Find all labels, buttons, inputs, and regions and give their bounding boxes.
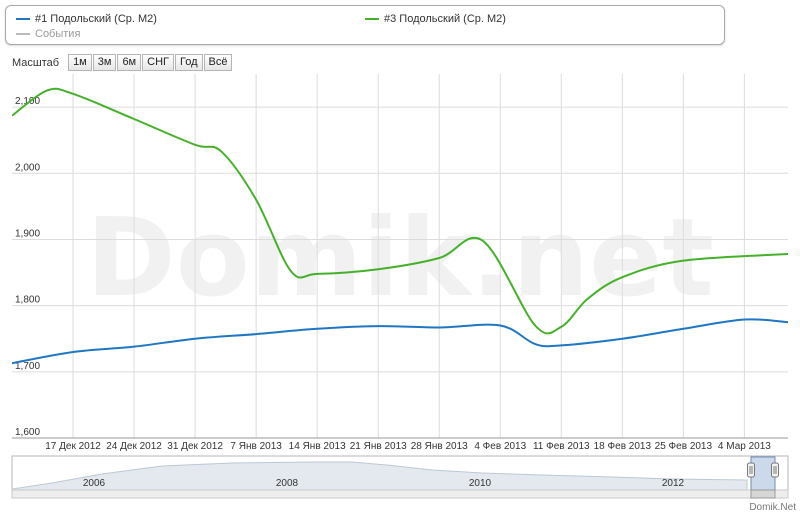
legend-label-events: События — [35, 28, 81, 40]
x-tick-label: 4 Мар 2013 — [718, 441, 771, 452]
legend-item-series-3[interactable]: #3 Подольский (Ср. М2) — [365, 13, 506, 25]
zoom-label: Масштаб — [12, 56, 60, 69]
series-line-2 — [12, 87, 788, 335]
zoom-6m-button[interactable]: 6м — [117, 54, 142, 71]
zoom-range-selector: Масштаб 1м 3м 6м СНГ Год Всё — [12, 54, 233, 71]
legend-label-series-3: #3 Подольский (Ср. М2) — [384, 13, 506, 25]
footer-credit[interactable]: Domik.Net — [749, 502, 796, 513]
legend-label-series-1: #1 Подольский (Ср. М2) — [35, 13, 157, 25]
zoom-1m-button[interactable]: 1м — [68, 54, 92, 71]
x-tick-label: 31 Дек 2012 — [167, 441, 223, 452]
legend-item-events[interactable]: События — [16, 28, 80, 40]
zoom-3m-button[interactable]: 3м — [92, 54, 117, 71]
y-tick-label: 2,000 — [15, 162, 40, 173]
series-line-1 — [12, 318, 788, 365]
navigator-scrollbar-track — [11, 489, 789, 499]
navigator-year-label: 2012 — [662, 478, 685, 489]
x-tick-label: 14 Янв 2013 — [289, 441, 346, 452]
x-tick-label: 24 Дек 2012 — [106, 441, 162, 452]
legend-swatch-events — [16, 33, 30, 35]
x-tick-label: 17 Дек 2012 — [45, 441, 101, 452]
navigator-scrollbar-thumb[interactable] — [750, 489, 776, 499]
x-tick-label: 28 Янв 2013 — [411, 441, 468, 452]
x-tick-label: 18 Фев 2013 — [594, 441, 652, 452]
watermark-text: Domik.net — [86, 196, 714, 321]
zoom-ytd-button[interactable]: СНГ — [142, 54, 174, 71]
legend-item-series-1[interactable]: #1 Подольский (Ср. М2) — [16, 13, 157, 25]
x-tick-label: 25 Фев 2013 — [655, 441, 713, 452]
navigator-year-label: 2008 — [276, 478, 299, 489]
navigator-left-handle[interactable] — [747, 462, 755, 478]
plot-area — [12, 74, 788, 438]
x-tick-label: 11 Фев 2013 — [533, 441, 590, 452]
x-tick-label: 7 Янв 2013 — [230, 441, 282, 452]
x-tick-label: 21 Янв 2013 — [350, 441, 407, 452]
y-tick-label: 1,800 — [15, 295, 40, 306]
y-tick-label: 2,100 — [15, 96, 40, 107]
legend-swatch-series-3 — [365, 18, 379, 20]
zoom-all-button[interactable]: Всё — [203, 54, 233, 71]
y-tick-label: 1,900 — [15, 228, 40, 239]
zoom-year-button[interactable]: Год — [174, 54, 203, 71]
navigator: 2006 2008 2010 2012 — [11, 455, 789, 499]
navigator-right-handle[interactable] — [771, 462, 779, 478]
navigator-year-label: 2010 — [469, 478, 492, 489]
legend-box: #1 Подольский (Ср. М2) #3 Подольский (Ср… — [5, 5, 725, 45]
navigator-year-label: 2006 — [83, 478, 106, 489]
navigator-area — [11, 461, 748, 491]
legend-swatch-series-1 — [16, 18, 30, 20]
y-tick-label: 1,700 — [15, 361, 40, 372]
x-tick-label: 4 Фев 2013 — [474, 441, 526, 452]
y-tick-label: 1,600 — [15, 427, 40, 438]
